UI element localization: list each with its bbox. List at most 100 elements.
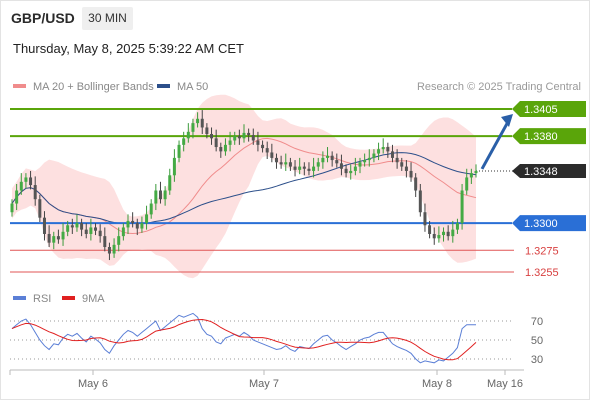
candle-body [423,212,427,226]
candle-body [200,118,204,128]
candle-body [149,203,153,215]
candle-body [404,166,408,171]
forecast-arrow-line [480,119,511,170]
candle-body [428,225,432,234]
candle-body [451,229,455,237]
candle-body [284,162,288,165]
candle-body [288,162,292,167]
candle-body [414,177,418,191]
level-label-0: 1.3405 [524,104,558,116]
candle-body [75,223,79,228]
rsi-signal-line [11,318,477,361]
candle-body [437,235,441,239]
signal-legend-label: 9MA [82,293,105,305]
candle-body [237,136,241,139]
level-label-4: 1.3255 [525,267,559,279]
candle-body [70,225,74,228]
candle-body [42,217,46,234]
datetime-label: Thursday, May 8, 2025 5:39:22 AM CET [13,41,244,56]
candle-body [316,162,320,167]
candle-body [163,190,167,200]
candle-body [186,131,190,139]
candle-body [196,118,200,124]
candle-body [126,220,130,228]
candle-body [302,166,306,169]
candle-body [84,229,88,234]
candle-body [29,177,33,186]
candle-body [158,190,162,200]
candle-body [400,162,404,167]
candle-body [10,203,14,213]
level-label-2: 1.3300 [524,218,558,230]
candle-body [205,127,209,134]
candle-body [56,236,60,240]
candle-body [298,166,302,170]
time-tick-label-0: May 6 [78,378,108,390]
candle-body [460,190,464,224]
legend-swatch-0 [13,84,26,88]
candle-body [219,147,223,152]
candle-body [270,152,274,158]
candle-body [112,244,116,254]
credit-text: Research © 2025 Trading Central [417,81,581,93]
legend-label-0: MA 20 + Bollinger Bands [33,81,154,93]
candle-body [145,214,149,224]
forecast-arrow-head [501,114,513,127]
candle-body [307,168,311,171]
rsi-line [11,312,476,364]
last-price-label: 1.3348 [524,166,558,178]
candle-body [469,173,473,178]
level-tag-2 [512,215,586,232]
rsi-tick-label-1: 50 [531,335,543,347]
candle-body [107,247,111,254]
candle-body [154,190,158,204]
legend-label-1: MA 50 [177,81,208,93]
candle-body [233,136,237,141]
candle-body [381,147,385,150]
candle-body [363,160,367,163]
candle-body [66,225,70,232]
candle-body [256,140,260,145]
last-price-tag [512,163,586,178]
candle-body [33,185,37,200]
candle-body [353,166,357,171]
rsi-tick-label-0: 70 [531,316,543,328]
candle-body [321,157,325,163]
candle-body [418,190,422,213]
candle-body [274,157,278,163]
signal-legend-swatch [62,296,75,300]
timeframe-button[interactable]: 30 MIN [82,7,133,30]
rsi-legend-swatch [13,296,26,300]
level-label-1: 1.3380 [524,131,558,143]
candle-body [182,138,186,145]
candle-body [19,181,23,191]
candle-body [390,151,394,158]
time-tick-label-1: May 7 [249,378,279,390]
candle-body [339,163,343,169]
candle-body [312,166,316,171]
candle-body [446,231,450,237]
candle-body [465,177,469,191]
time-tick-label-3: May 16 [487,378,523,390]
candle-body [121,227,125,237]
candle-body [455,223,459,230]
candle-body [80,223,84,230]
candle-body [177,144,181,158]
candle-body [261,144,265,149]
candle-body [386,147,390,152]
candle-body [395,157,399,163]
candle-body [293,166,297,170]
symbol-label: GBP/USD [11,10,75,26]
candle-body [335,160,339,164]
candle-body [242,132,246,139]
candle-body [135,223,139,229]
candle-body [140,223,144,229]
candle-body [349,170,353,174]
level-tag-0 [512,101,586,117]
candle-body [223,144,227,152]
candle-body [61,231,65,240]
level-tag-1 [512,128,586,145]
candle-body [409,170,413,178]
candle-body [358,162,362,167]
